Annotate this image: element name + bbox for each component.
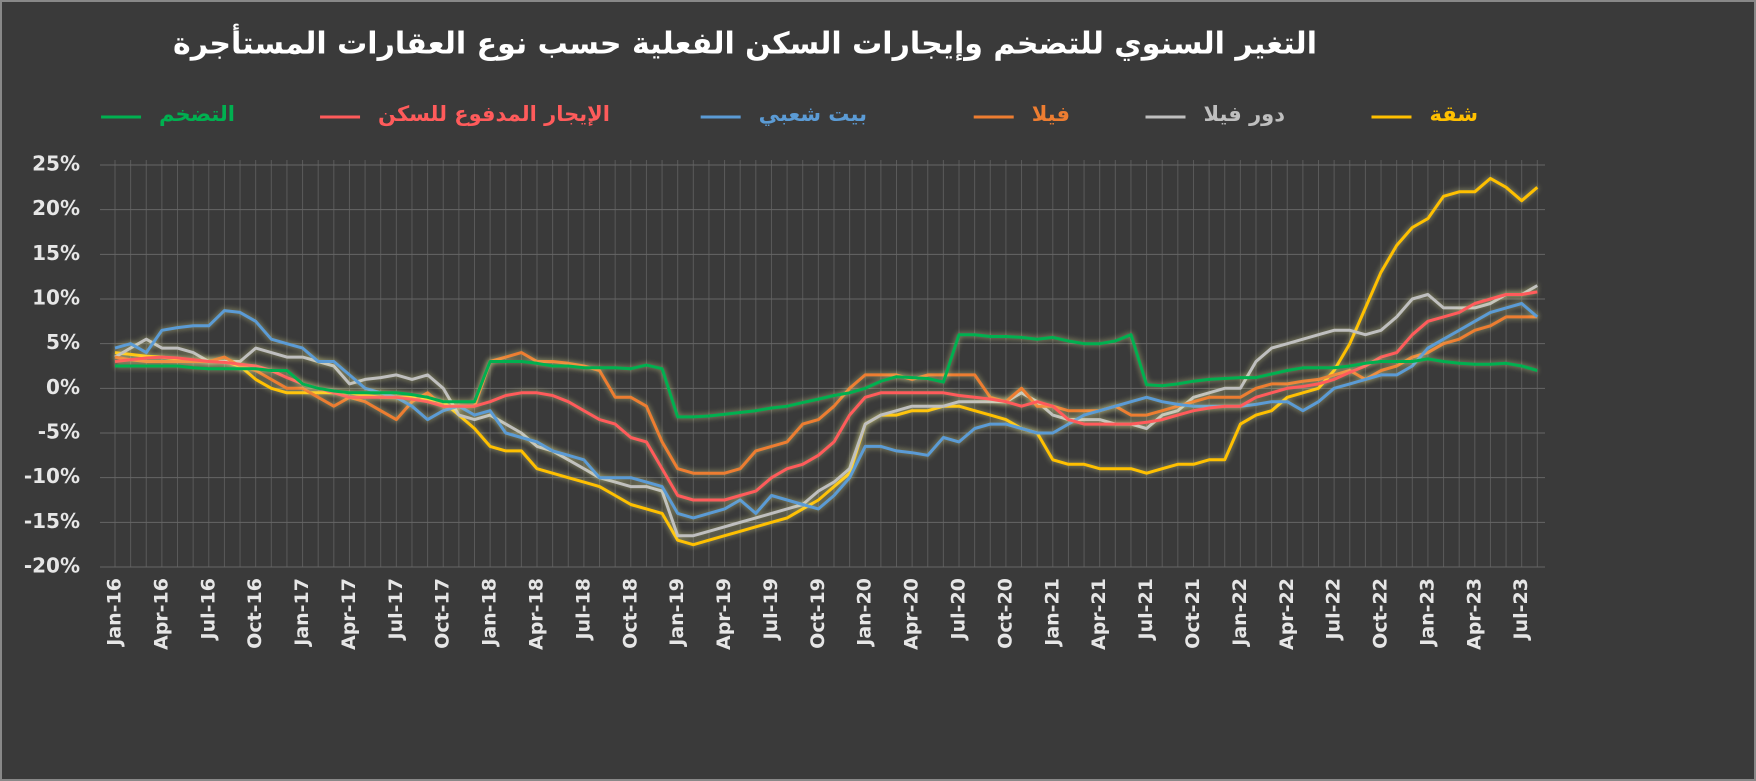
- y-tick-label: 5%: [46, 330, 80, 354]
- y-tick-label: 20%: [32, 196, 80, 220]
- legend-label: فيلا: [1032, 102, 1070, 126]
- x-tick-label: Jul-17: [385, 578, 407, 641]
- x-tick-label: Jul-21: [1135, 578, 1157, 641]
- x-tick-label: Jul-16: [197, 578, 219, 641]
- series-line: [114, 290, 1538, 502]
- x-tick-label: Apr-16: [150, 578, 172, 650]
- y-tick-label: -20%: [24, 554, 80, 578]
- x-tick-label: Jul-20: [948, 578, 970, 641]
- chart-title: التغير السنوي للتضخم وإيجارات السكن الفع…: [173, 24, 1317, 62]
- legend-label: شقة: [1429, 102, 1478, 126]
- x-tick-label: Jan-19: [666, 578, 688, 648]
- y-tick-label: -10%: [24, 464, 80, 488]
- x-tick-label: Oct-21: [1182, 578, 1204, 649]
- x-tick-label: Apr-20: [901, 578, 923, 650]
- x-tick-label: Apr-17: [338, 578, 360, 650]
- x-tick-label: Jan-23: [1416, 578, 1438, 648]
- x-tick-label: Apr-18: [526, 578, 548, 650]
- y-tick-label: 15%: [32, 241, 80, 265]
- series-line: [114, 302, 1539, 520]
- x-tick-label: Apr-19: [713, 578, 735, 650]
- x-tick-label: Apr-22: [1276, 578, 1298, 650]
- legend-label: الإيجار المدفوع للسكن: [378, 102, 610, 126]
- x-tick-label: Jul-23: [1510, 578, 1532, 641]
- x-tick-label: Oct-19: [807, 578, 829, 649]
- x-tick-label: Jan-17: [291, 578, 313, 648]
- y-tick-label: -5%: [38, 420, 80, 444]
- x-tick-label: Oct-20: [994, 578, 1016, 649]
- series-line: [115, 333, 1538, 419]
- x-tick-label: Jan-18: [479, 578, 501, 648]
- x-tick-label: Jan-16: [104, 578, 126, 648]
- x-tick-label: Jul-19: [760, 578, 782, 641]
- x-tick-label: Oct-18: [619, 578, 641, 649]
- x-tick-label: Jul-22: [1323, 578, 1345, 641]
- x-tick-label: Oct-22: [1370, 578, 1392, 649]
- series-line: [114, 284, 1539, 538]
- x-tick-label: Jan-21: [1041, 578, 1063, 648]
- y-tick-label: 25%: [32, 152, 80, 176]
- legend-label: دور فيلا: [1204, 102, 1286, 126]
- y-tick-label: 10%: [32, 286, 80, 310]
- x-tick-label: Jan-20: [854, 578, 876, 648]
- x-tick-label: Oct-17: [432, 578, 454, 649]
- legend-label: بيت شعبي: [759, 102, 867, 126]
- y-tick-label: 0%: [46, 375, 80, 399]
- x-tick-label: Jul-18: [572, 578, 594, 641]
- x-tick-label: Apr-23: [1463, 578, 1485, 650]
- x-tick-label: Jan-22: [1229, 578, 1251, 648]
- x-tick-label: Apr-21: [1088, 578, 1110, 650]
- y-tick-label: -15%: [24, 509, 80, 533]
- x-tick-label: Oct-16: [244, 578, 266, 649]
- legend-label: التضخم: [159, 102, 235, 126]
